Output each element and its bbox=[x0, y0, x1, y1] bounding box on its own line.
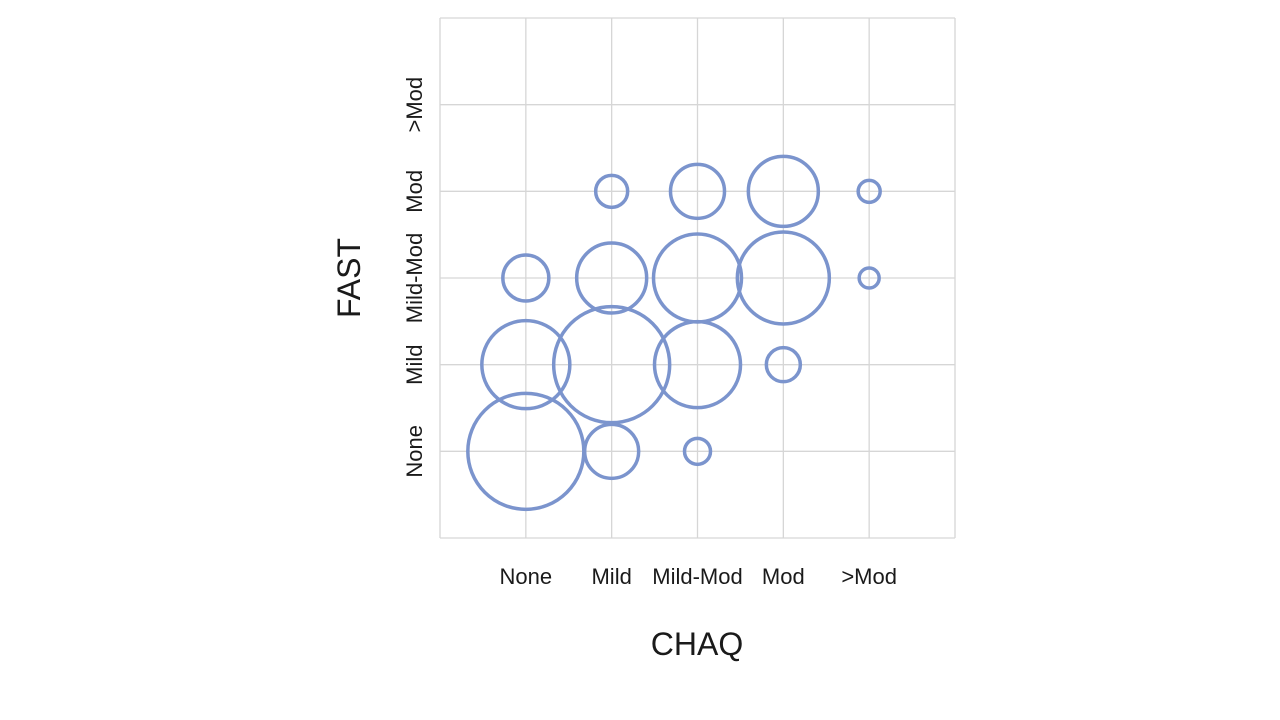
bubble bbox=[593, 173, 630, 210]
bubble bbox=[574, 241, 649, 315]
gridlines bbox=[439, 17, 956, 539]
bubble bbox=[764, 345, 803, 384]
bubble bbox=[651, 232, 744, 324]
x-tick-label: None bbox=[500, 564, 553, 589]
y-tick-label: None bbox=[402, 425, 427, 478]
bubble bbox=[746, 154, 821, 229]
axis-tick-labels: None Mild Mild-Mod Mod >Mod None Mild Mild-Mod M… bbox=[402, 77, 897, 589]
x-tick-label: Mod bbox=[762, 564, 805, 589]
x-tick-label: >Mod bbox=[841, 564, 897, 589]
x-axis-title: CHAQ bbox=[651, 626, 743, 662]
y-axis-title: FAST bbox=[331, 238, 367, 318]
y-tick-label: Mild-Mod bbox=[402, 233, 427, 323]
bubble bbox=[682, 436, 713, 467]
bubble bbox=[668, 162, 727, 221]
bubble bbox=[551, 304, 672, 425]
bubble bbox=[480, 318, 572, 411]
bubble bbox=[501, 253, 551, 303]
y-tick-label: Mod bbox=[402, 170, 427, 213]
x-tick-label: Mild bbox=[591, 564, 631, 589]
x-tick-label: Mild-Mod bbox=[652, 564, 742, 589]
y-tick-label: Mild bbox=[402, 344, 427, 384]
bubble bbox=[735, 230, 832, 326]
y-tick-label: >Mod bbox=[402, 77, 427, 133]
bubbles bbox=[466, 154, 882, 512]
bubble bbox=[857, 266, 881, 290]
bubble bbox=[856, 178, 882, 205]
